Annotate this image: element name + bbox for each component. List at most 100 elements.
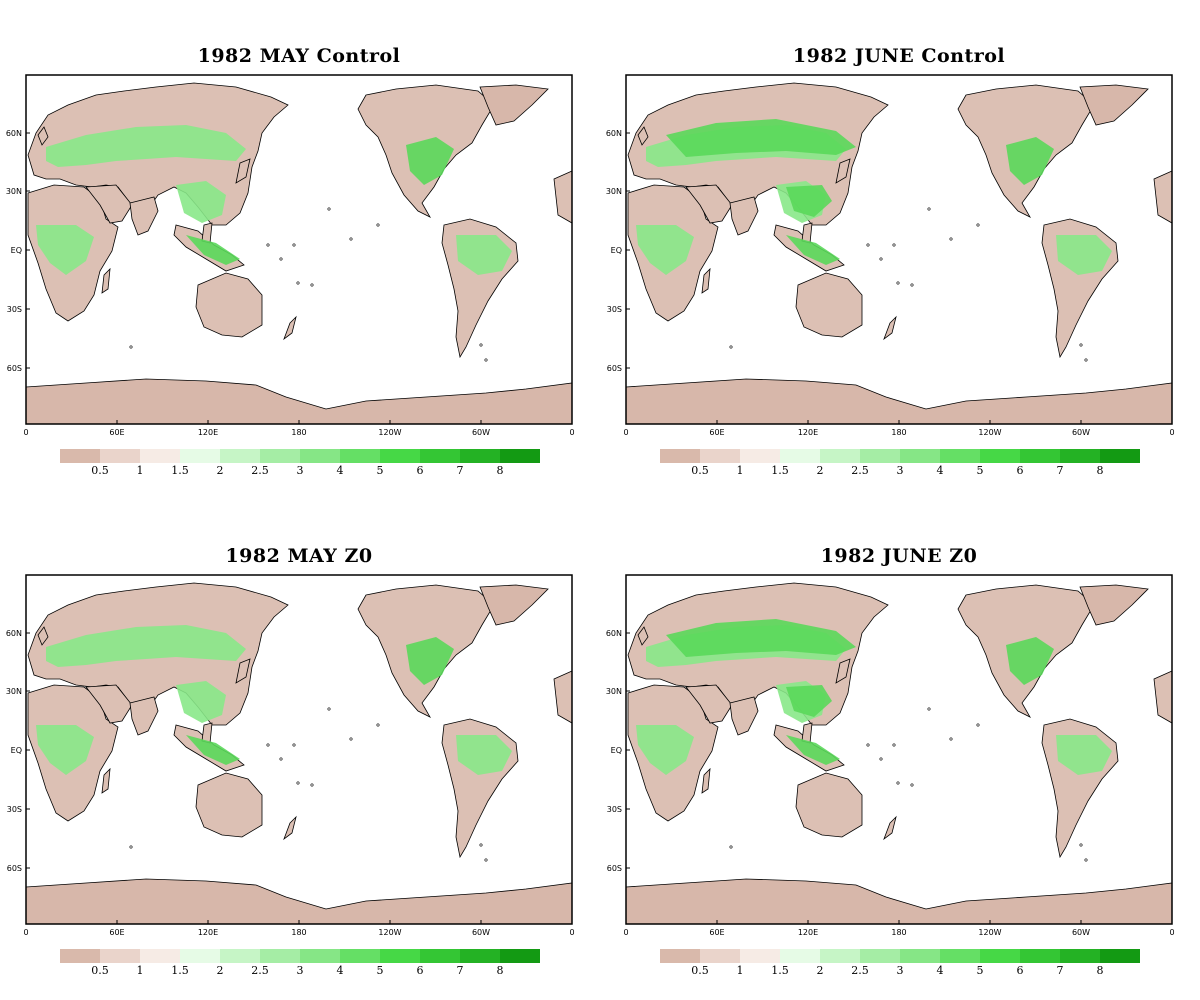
colorbar-swatch <box>100 449 140 463</box>
island <box>896 781 900 785</box>
colorbar-label: 7 <box>1057 464 1064 477</box>
land-australia <box>195 272 263 338</box>
x-tick-label: 120W <box>978 928 1001 937</box>
x-tick-label: 180 <box>291 428 306 437</box>
x-tick-label: 120E <box>198 428 218 437</box>
colorbar-label: 1 <box>137 964 144 977</box>
island <box>479 343 483 347</box>
y-tick-label: EQ <box>611 746 622 755</box>
colorbar-label: 5 <box>377 964 384 977</box>
island <box>310 783 314 787</box>
colorbar-swatch <box>220 949 260 963</box>
y-tick-label: EQ <box>11 746 22 755</box>
island <box>729 345 733 349</box>
colorbar-label: 2.5 <box>251 964 269 977</box>
x-tick-label: 60E <box>709 928 724 937</box>
island <box>129 345 133 349</box>
colorbar-label: 7 <box>457 464 464 477</box>
precip-region <box>666 619 856 657</box>
colorbar-swatch <box>660 949 700 963</box>
x-tick-label: 120E <box>798 928 818 937</box>
island <box>892 243 896 247</box>
y-tick-label: 60N <box>6 629 22 638</box>
colorbar-swatch <box>820 949 860 963</box>
island <box>376 723 380 727</box>
precip-region <box>636 725 694 775</box>
colorbar: 0.5 1 1.5 2 2.5 3 4 5 6 7 8 <box>60 949 540 977</box>
land-nz <box>883 315 897 341</box>
land-japan <box>235 658 251 684</box>
colorbar-swatch <box>420 949 460 963</box>
island <box>949 737 953 741</box>
island <box>892 743 896 747</box>
colorbar-swatch <box>1100 449 1140 463</box>
island <box>266 243 270 247</box>
colorbar-swatch <box>980 449 1020 463</box>
precip-region <box>406 137 454 185</box>
colorbar-label: 1.5 <box>771 464 789 477</box>
island <box>896 281 900 285</box>
x-tick-label: 180 <box>891 928 906 937</box>
colorbar-swatch <box>1100 949 1140 963</box>
colorbar-swatch <box>260 449 300 463</box>
land-greenland <box>479 584 549 626</box>
island <box>879 757 883 761</box>
land-greenland <box>479 84 549 126</box>
y-tick-label: EQ <box>611 246 622 255</box>
island <box>866 743 870 747</box>
colorbar-label: 0.5 <box>91 964 109 977</box>
colorbar-swatch <box>860 949 900 963</box>
island <box>376 223 380 227</box>
colorbar-label: 2 <box>817 464 824 477</box>
land-uk <box>637 126 649 146</box>
colorbar-label: 5 <box>977 964 984 977</box>
precip-region <box>186 735 240 765</box>
land-arabia <box>685 684 733 724</box>
land-arabia <box>685 184 733 224</box>
land-nz <box>283 315 297 341</box>
x-tick-label: 60E <box>109 928 124 937</box>
colorbar-label: 3 <box>297 964 304 977</box>
precip-region <box>786 685 832 717</box>
precip-region <box>36 225 94 275</box>
colorbar-label: 1 <box>137 464 144 477</box>
precip-region <box>1006 137 1054 185</box>
colorbar-swatch <box>60 449 100 463</box>
colorbar-swatch <box>740 949 780 963</box>
colorbar-swatch <box>140 449 180 463</box>
x-tick-label: 60E <box>709 428 724 437</box>
panel-june-control: 1982 JUNE Control 0 60E 120E 180 120W 60W 0 60N 3… <box>600 0 1200 500</box>
colorbar-label: 7 <box>457 964 464 977</box>
colorbar-label: 3 <box>297 464 304 477</box>
x-tick-label: 180 <box>891 428 906 437</box>
colorbar-label: 8 <box>497 964 504 977</box>
colorbar-label: 8 <box>497 464 504 477</box>
colorbar-swatch <box>1020 949 1060 963</box>
land-india <box>729 196 759 236</box>
colorbar-label: 6 <box>1017 464 1024 477</box>
y-tick-label: 30N <box>606 187 622 196</box>
x-tick-label: 60W <box>472 928 490 937</box>
x-tick-label: 60W <box>1072 428 1090 437</box>
colorbar-label: 2.5 <box>851 964 869 977</box>
colorbar-label: 3 <box>897 964 904 977</box>
land-australia <box>195 772 263 838</box>
island <box>1084 858 1088 862</box>
x-tick-label: 180 <box>291 928 306 937</box>
island <box>484 358 488 362</box>
y-tick-label: 30N <box>6 687 22 696</box>
colorbar-label: 4 <box>937 464 944 477</box>
island <box>266 743 270 747</box>
colorbar-swatch <box>500 949 540 963</box>
colorbar-label: 8 <box>1097 464 1104 477</box>
colorbar-label: 8 <box>1097 964 1104 977</box>
colorbar-label: 5 <box>977 464 984 477</box>
island <box>292 243 296 247</box>
colorbar-swatch <box>500 449 540 463</box>
panel-may-z0: 1982 MAY Z0 0 60E 120E 180 120W 60W 0 60N 30N EQ 30… <box>0 500 600 1000</box>
land-uk <box>37 626 49 646</box>
island <box>1079 843 1083 847</box>
land-uk <box>637 626 649 646</box>
precip-region <box>636 225 694 275</box>
panel-may-control: 1982 MAY Control 0 60E 120E 180 120W 60W 0 60N 30… <box>0 0 600 500</box>
